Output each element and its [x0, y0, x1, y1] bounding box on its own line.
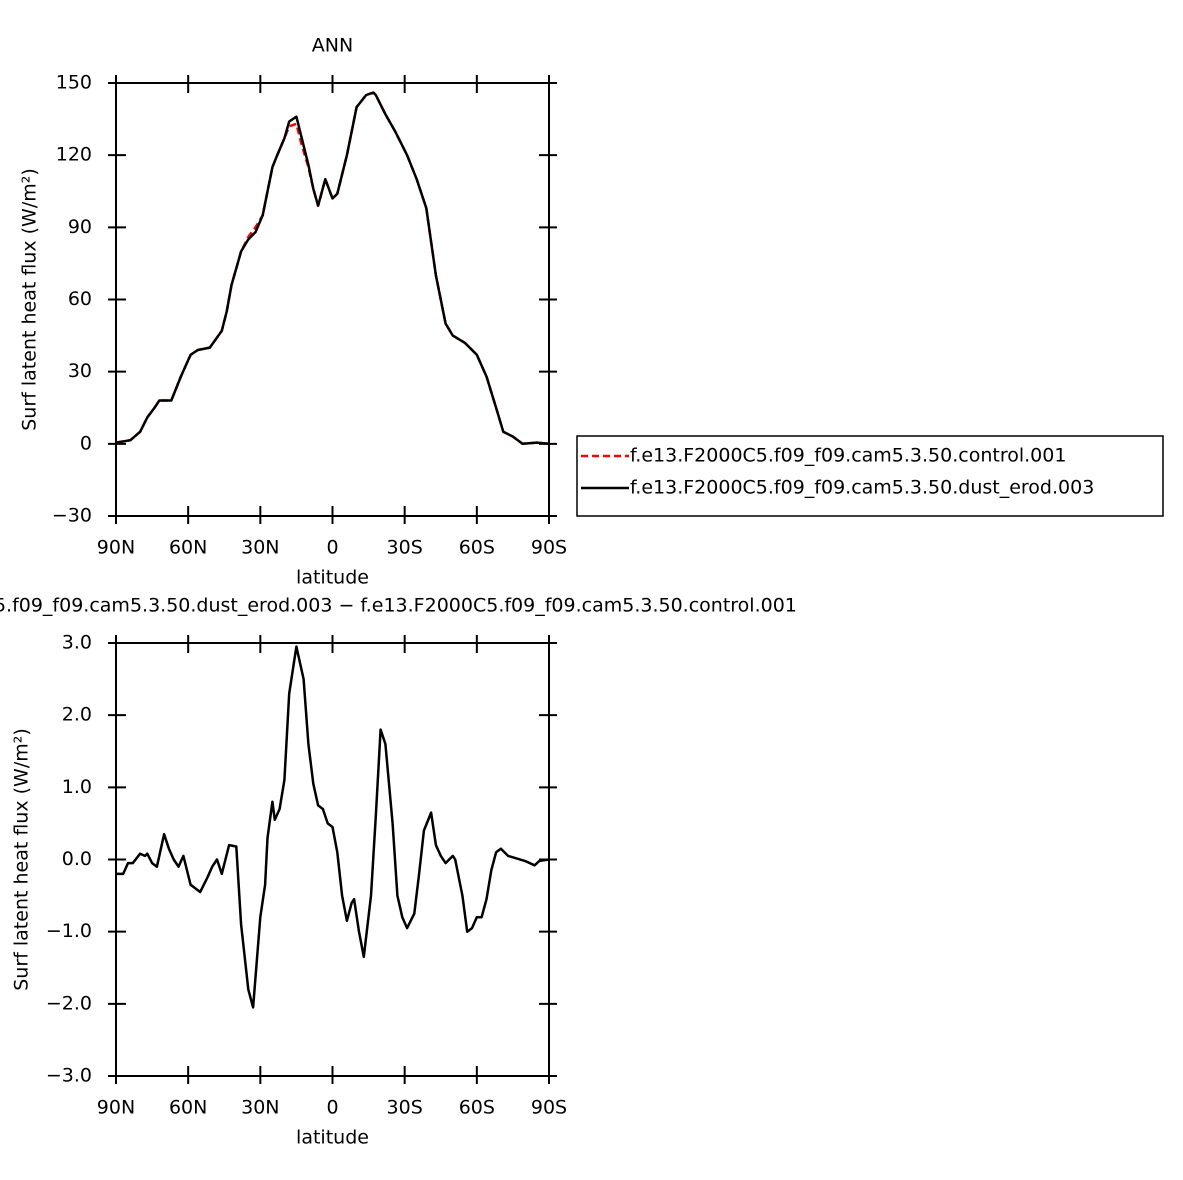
chart-title: f.e13.F2000C5.f09_f09.cam5.3.50.dust_ero…: [0, 595, 797, 617]
y-tick-label: −30: [52, 505, 92, 527]
data-line: [116, 645, 550, 1009]
x-axis-label: latitude: [296, 567, 369, 589]
x-tick-label: 30S: [387, 1097, 423, 1119]
data-line: [115, 91, 550, 446]
y-tick-label: −2.0: [46, 992, 92, 1014]
x-tick-label: 90S: [531, 537, 567, 559]
y-axis-label: Surf latent heat flux (W/m²): [19, 168, 41, 431]
y-tick-label: −1.0: [46, 920, 92, 942]
y-tick-label: 2.0: [62, 704, 92, 726]
y-tick-label: 0.0: [62, 848, 92, 870]
x-tick-label: 60S: [459, 1097, 495, 1119]
x-tick-label: 30S: [387, 537, 423, 559]
x-tick-label: 90N: [97, 1097, 135, 1119]
data-line: [115, 91, 550, 446]
plot-frame: [115, 82, 550, 517]
y-tick-label: −3.0: [46, 1065, 92, 1087]
x-tick-label: 0: [326, 537, 338, 559]
y-tick-label: 90: [68, 216, 92, 238]
legend-box: [576, 435, 1164, 517]
y-tick-label: 60: [68, 288, 92, 310]
x-tick-label: 90N: [97, 537, 135, 559]
x-tick-label: 60S: [459, 537, 495, 559]
x-axis-label: latitude: [296, 1127, 369, 1149]
x-tick-label: 60N: [169, 537, 207, 559]
x-tick-label: 60N: [169, 1097, 207, 1119]
y-axis-label: Surf latent heat flux (W/m²): [11, 728, 33, 991]
y-tick-label: 120: [56, 144, 92, 166]
chart-title: ANN: [312, 35, 353, 57]
y-tick-label: 30: [68, 360, 92, 382]
x-tick-label: 30N: [241, 1097, 279, 1119]
y-tick-label: 150: [56, 72, 92, 94]
y-tick-label: 3.0: [62, 632, 92, 654]
x-tick-label: 30N: [241, 537, 279, 559]
y-tick-label: 0: [80, 432, 92, 454]
legend-label: f.e13.F2000C5.f09_f09.cam5.3.50.control.…: [630, 445, 1066, 467]
x-tick-label: 90S: [531, 1097, 567, 1119]
y-tick-label: 1.0: [62, 776, 92, 798]
x-tick-label: 0: [326, 1097, 338, 1119]
legend-label: f.e13.F2000C5.f09_f09.cam5.3.50.dust_ero…: [630, 477, 1094, 499]
